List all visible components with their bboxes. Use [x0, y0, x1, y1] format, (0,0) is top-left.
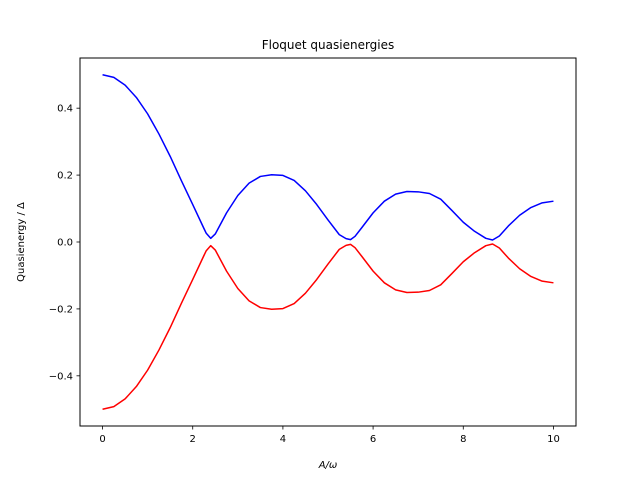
ticks-layer: 0 2 4 6 8 10 −0.4 −0.2 0.0 0.2 0.4 — [49, 104, 560, 445]
x-tick-label: 4 — [280, 434, 286, 445]
chart-title: Floquet quasienergies — [262, 38, 395, 52]
y-tick-label: −0.2 — [49, 304, 73, 315]
y-axis-label: Quasienergy / Δ — [16, 202, 27, 282]
x-tick-label: 10 — [547, 434, 560, 445]
series-line-1 — [102, 243, 554, 410]
x-tick-label: 0 — [99, 434, 105, 445]
plot-frame — [79, 57, 577, 427]
series-line-0 — [102, 74, 554, 241]
x-tick-label: 6 — [370, 434, 376, 445]
x-tick-label: 8 — [460, 434, 466, 445]
y-tick-label: 0.0 — [57, 238, 73, 249]
y-tick-label: 0.2 — [57, 171, 73, 182]
x-axis-label: A/ω — [318, 460, 338, 471]
y-tick-label: −0.4 — [49, 371, 73, 382]
y-tick-label: 0.4 — [57, 104, 73, 115]
series-layer — [102, 74, 554, 410]
x-tick-label: 2 — [190, 434, 196, 445]
